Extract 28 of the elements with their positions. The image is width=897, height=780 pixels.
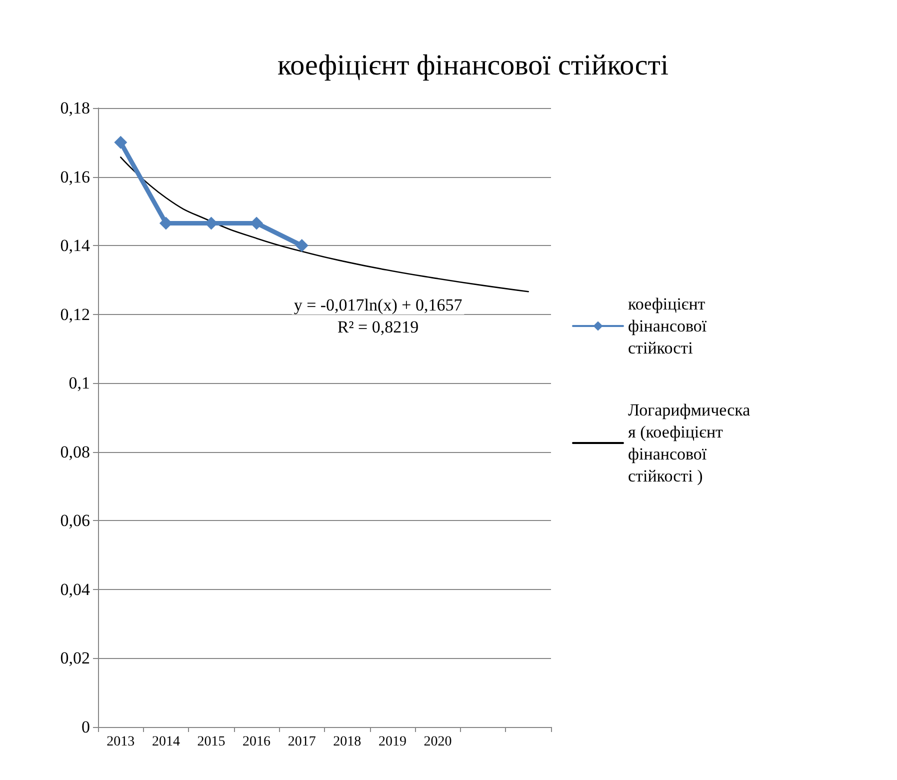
y-tick-label: 0,04 [60,580,90,599]
y-tick-label: 0 [82,718,90,736]
annotation: y = -0,017ln(x) + 0,1657 [294,296,463,314]
line-series [120,156,529,292]
point [250,216,264,230]
y-tick-label: 0,16 [60,167,90,186]
x-tick-label: 2016 [242,734,271,750]
x-tick-label: 2015 [197,734,226,750]
x-tick-label: 2013 [106,734,135,750]
y-tick-label: 0,12 [60,304,90,324]
point [114,136,128,149]
y-tick-label: 0,02 [60,648,90,668]
y-tick-label: 0,14 [60,236,90,256]
y-tick-label: 0,1 [68,374,90,393]
x-tick-label: 2019 [378,734,406,750]
point [295,239,308,252]
y-tick-label: 0,18 [60,98,90,118]
annotation: R² = 0,8219 [337,318,419,336]
legend-label: Логарифмическая (коефіцієнт фінансової стійкості ) [628,400,751,486]
y-tick-label: 0,08 [60,442,90,462]
point [159,216,172,230]
x-tick-label: 2014 [152,734,180,750]
x-tick-label: 2017 [288,734,316,750]
x-tick-label: 2018 [333,734,362,750]
legend-label: коефіцієнт фінансової стійкості [628,294,711,358]
chart-title: коефіцієнт фінансової стійкості [277,50,669,82]
x-tick-label: 2020 [424,734,452,750]
y-tick-label: 0,06 [60,511,90,530]
